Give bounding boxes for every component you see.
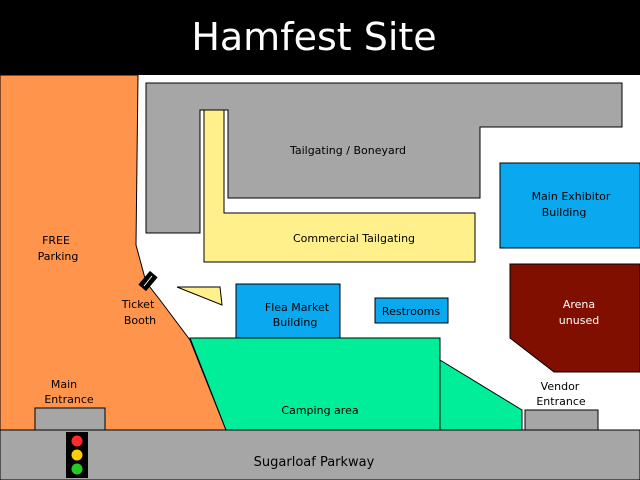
tailgating-boneyard-label: Tailgating / Boneyard — [289, 144, 406, 157]
ticket-booth-window — [143, 275, 153, 287]
free-parking-label: FREE — [42, 234, 70, 247]
restrooms-label: Restrooms — [382, 305, 440, 318]
main-entrance-label: Main — [51, 378, 77, 391]
arena-label: Arena — [563, 298, 595, 311]
commercial-tailgating-label: Commercial Tailgating — [293, 232, 415, 245]
sugarloaf-parkway — [0, 429, 640, 480]
road-label: Sugarloaf Parkway — [254, 455, 375, 470]
flea-market-label: Flea Market — [265, 301, 330, 314]
camping-label: Camping area — [281, 404, 358, 417]
main-exhibitor-label: Building — [542, 206, 587, 219]
main-exhibitor-label: Main Exhibitor — [532, 190, 611, 203]
restrooms-building — [374, 297, 449, 324]
arena-label: unused — [559, 314, 599, 327]
vendor-entrance-gate[interactable] — [524, 409, 599, 431]
commercial-tailgating-area — [203, 109, 476, 263]
small-vendor-area — [176, 286, 223, 306]
vendor-entrance-label: Vendor — [541, 380, 580, 393]
main-exhibitor-building — [499, 162, 640, 249]
free-parking-label: Parking — [38, 250, 79, 263]
arena-building — [509, 263, 640, 373]
page-title: Hamfest Site — [191, 15, 436, 59]
vendor-entrance-label: Entrance — [536, 395, 586, 408]
header-bar — [0, 0, 640, 75]
ticket-booth-label: Booth — [124, 314, 156, 327]
ticket-booth-label: Ticket — [121, 298, 155, 311]
main-entrance-label: Entrance — [44, 393, 94, 406]
traffic-light-icon — [66, 432, 88, 478]
main-entrance-gate[interactable] — [34, 407, 106, 431]
tailgating-boneyard-area — [145, 82, 623, 234]
flea-market-label: Building — [273, 316, 318, 329]
